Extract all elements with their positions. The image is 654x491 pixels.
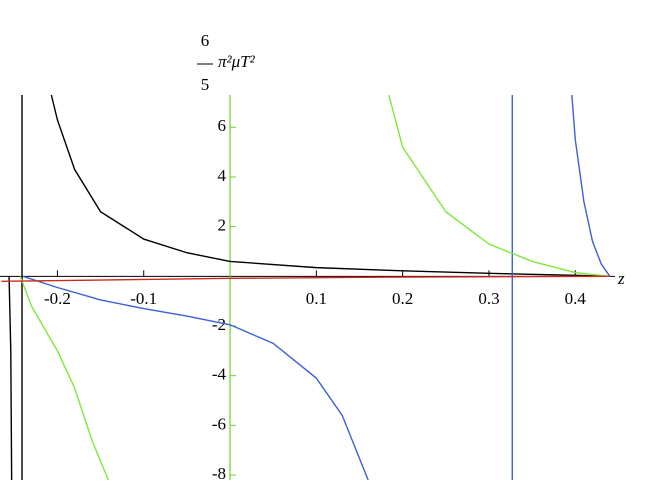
x-tick-label: 0.3 [478, 289, 499, 308]
x-tick-label: 0.1 [306, 289, 327, 308]
curve [22, 275, 369, 481]
curve [50, 94, 610, 278]
y-label: π²μT² [218, 52, 256, 71]
curve [19, 276, 109, 481]
x-tick-label: -0.1 [130, 289, 157, 308]
curve [571, 94, 611, 277]
y-tick-label: -8 [212, 464, 226, 483]
y-tick-label: -4 [212, 365, 227, 384]
x-tick-label: -0.2 [44, 289, 71, 308]
curve [388, 94, 610, 278]
curve [8, 276, 13, 481]
y-tick-label: -6 [212, 414, 226, 433]
x-label: z [617, 269, 625, 288]
y-tick-label: -2 [212, 315, 226, 334]
y-label-numerator: 6 [201, 31, 210, 50]
y-tick-label: 6 [218, 116, 227, 135]
x-tick-label: 0.4 [565, 289, 587, 308]
y-tick-label: 4 [218, 166, 227, 185]
y-label-denominator: 5 [201, 75, 210, 94]
x-tick-label: 0.2 [392, 289, 413, 308]
curve [1, 275, 610, 282]
y-tick-label: 2 [218, 216, 227, 235]
